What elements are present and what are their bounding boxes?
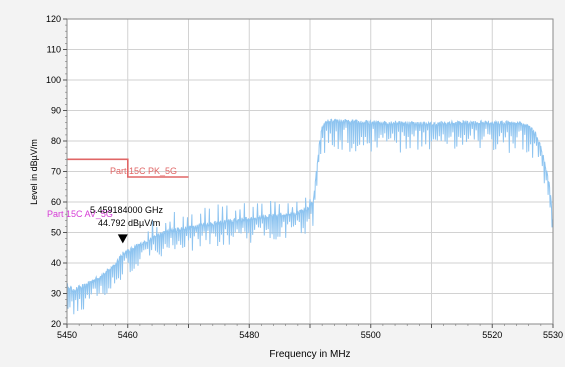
limit-label-average: Part 15C AV_5G [47, 209, 113, 219]
y-tick-label: 80 [51, 136, 61, 146]
y-tick-label: 60 [51, 197, 61, 207]
x-tick-label: 5500 [361, 330, 381, 340]
limit-label-peak: Part 15C PK_5G [110, 166, 177, 176]
y-tick-label: 20 [51, 319, 61, 329]
measurement-trace [67, 118, 553, 315]
y-tick-label: 90 [51, 106, 61, 116]
y-tick-label: 120 [46, 14, 61, 24]
limit-line-peak [67, 158, 189, 178]
x-tick-label: 5460 [118, 330, 138, 340]
y-tick-label: 50 [51, 228, 61, 238]
y-tick-label: 30 [51, 289, 61, 299]
y-tick-label: 40 [51, 258, 61, 268]
marker-level-label: 44.792 dBµV/m [98, 218, 160, 228]
x-axis-label: Frequency in MHz [269, 349, 350, 360]
x-tick-label: 5530 [543, 330, 563, 340]
x-tick-label: 5520 [482, 330, 502, 340]
tick-layer: 20 30 40 50 60 70 80 90 100 110 120 5450 5460 5480 550… [46, 14, 563, 340]
marker-frequency-label: 5.459184000 GHz [90, 205, 164, 215]
x-tick-label: 5450 [57, 330, 77, 340]
limit-layer [67, 158, 189, 178]
trace-layer [67, 118, 553, 315]
annotation-layer: Part 15C PK_5G Part 15C AV_5G 5.45918400… [47, 166, 177, 244]
x-tick-label: 5480 [239, 330, 259, 340]
y-tick-label: 70 [51, 167, 61, 177]
y-tick-label: 100 [46, 75, 61, 85]
peak-marker-icon [117, 234, 128, 244]
y-axis-label: Level in dBµV/m [29, 139, 39, 205]
y-tick-label: 110 [47, 45, 61, 55]
